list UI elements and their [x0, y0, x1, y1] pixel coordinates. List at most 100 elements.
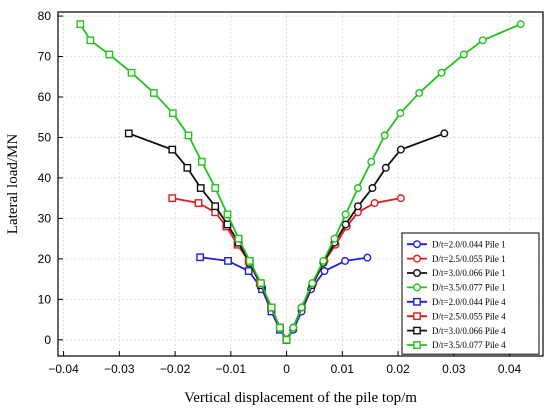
y-axis-title: Lateral load/MN	[5, 134, 21, 235]
data-point	[275, 323, 284, 332]
data-point	[367, 157, 376, 166]
data-point	[289, 323, 298, 332]
data-point	[211, 202, 220, 211]
data-point	[396, 109, 405, 118]
data-point	[341, 256, 350, 265]
legend-marker	[413, 326, 421, 335]
data-point	[127, 68, 136, 77]
legend-marker	[413, 269, 422, 278]
data-point	[183, 163, 192, 172]
data-point	[76, 20, 85, 29]
x-tick-label: 0.03	[442, 362, 466, 376]
x-tick-label: −0.01	[216, 362, 247, 376]
legend-entry: D/t=2.5/0.055 Pile 4	[407, 311, 506, 321]
data-point	[168, 145, 177, 154]
legend-entry: D/t=2.5/0.055 Pile 1	[407, 254, 506, 264]
data-point	[245, 256, 254, 265]
data-point	[168, 109, 177, 118]
legend-marker	[413, 341, 421, 349]
data-point	[396, 194, 405, 203]
legend-entry: D/t=3.0/0.066 Pile 1	[407, 268, 506, 278]
legend-entry: D/t=2.0/0.044 Pile 4	[407, 297, 506, 307]
data-point	[244, 267, 253, 275]
x-tick-label: −0.04	[48, 362, 79, 376]
data-point	[194, 199, 203, 207]
data-point	[234, 234, 243, 243]
x-tick-label: 0	[283, 362, 290, 376]
data-point	[396, 145, 405, 154]
legend: D/t=2.0/0.044 Pile 1 D/t=2.5/0.055 Pile 1…	[401, 232, 540, 355]
series-line	[200, 256, 288, 341]
data-point	[223, 210, 232, 219]
legend-label: D/t=3.0/0.066 Pile 1	[432, 268, 506, 278]
x-tick-label: 0.04	[498, 362, 522, 376]
x-axis-title: Vertical displacement of the pile top/m	[184, 390, 417, 406]
series-5	[196, 253, 291, 344]
y-tick-label: 50	[38, 130, 52, 144]
data-point	[516, 20, 525, 29]
data-point	[184, 131, 193, 140]
legend-entry: D/t=3.5/0.077 Pile 4	[407, 340, 506, 350]
y-tick-label: 60	[38, 90, 52, 104]
y-tick-label: 70	[38, 50, 52, 64]
y-tick-label: 0	[44, 333, 51, 347]
data-point	[459, 50, 468, 59]
series-7	[124, 129, 291, 344]
data-point	[267, 303, 276, 312]
data-point	[415, 88, 424, 97]
data-point	[370, 199, 379, 208]
data-point	[196, 184, 205, 192]
y-tick-label: 30	[38, 211, 52, 225]
data-point	[440, 129, 449, 138]
data-point	[211, 184, 220, 192]
legend-marker	[413, 283, 422, 292]
data-point	[105, 50, 114, 59]
legend-label: D/t=3.5/0.077 Pile 1	[432, 283, 506, 293]
y-tick-label: 80	[38, 9, 52, 23]
data-point	[341, 210, 350, 219]
data-point	[149, 89, 158, 97]
series-line	[79, 23, 288, 341]
data-point	[168, 194, 177, 203]
legend-label: D/t=2.0/0.044 Pile 1	[432, 239, 506, 249]
data-point	[341, 220, 350, 229]
data-point	[297, 303, 306, 312]
data-point	[380, 131, 389, 140]
legend-label: D/t=2.5/0.055 Pile 1	[432, 254, 506, 264]
data-point	[197, 157, 206, 166]
y-tick-label: 40	[38, 171, 52, 185]
legend-marker	[413, 240, 422, 249]
data-point	[308, 279, 317, 288]
legend-label: D/t=2.0/0.044 Pile 4	[432, 297, 506, 307]
data-point	[86, 36, 95, 45]
legend-label: D/t=2.5/0.055 Pile 4	[432, 311, 506, 321]
series-layer	[76, 20, 525, 344]
data-point	[353, 202, 362, 211]
data-point	[282, 335, 291, 344]
data-point	[196, 253, 205, 262]
legend-entry: D/t=2.0/0.044 Pile 1	[407, 239, 506, 249]
y-tick-label: 20	[38, 252, 52, 266]
x-tick-label: −0.02	[160, 362, 191, 376]
legend-entry: D/t=3.5/0.077 Pile 1	[407, 283, 506, 293]
legend-box	[401, 232, 540, 355]
data-point	[330, 234, 339, 243]
data-point	[353, 184, 362, 193]
data-point	[381, 163, 390, 172]
x-tick-label: 0.02	[386, 362, 410, 376]
data-point	[257, 279, 265, 288]
data-point	[320, 267, 329, 276]
x-tick-label: 0.01	[331, 362, 355, 376]
data-point	[437, 68, 446, 77]
data-point	[363, 253, 372, 262]
data-point	[478, 36, 487, 45]
data-point	[319, 256, 328, 265]
y-tick-label: 10	[38, 292, 52, 306]
legend-label: D/t=3.0/0.066 Pile 4	[432, 326, 506, 336]
legend-marker	[413, 312, 421, 321]
data-point	[124, 129, 133, 138]
legend-marker	[413, 254, 422, 263]
plot-frame	[57, 11, 544, 357]
legend-marker	[413, 297, 421, 306]
